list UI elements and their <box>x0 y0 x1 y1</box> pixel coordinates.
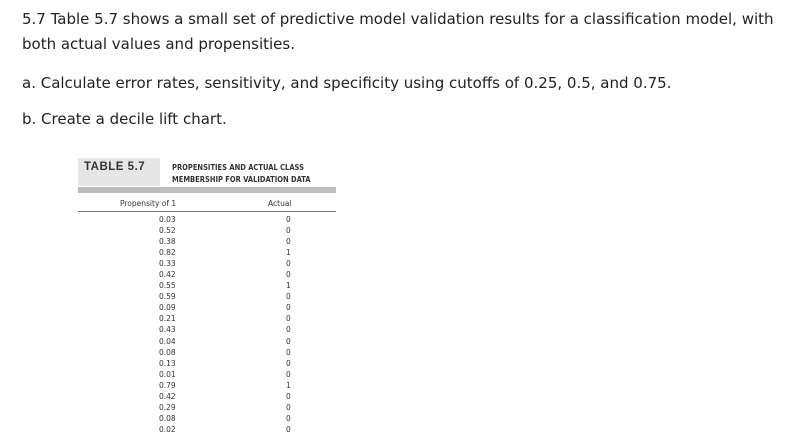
actual-cell: 0 <box>286 402 291 412</box>
table-row: 0.01 0 <box>78 369 336 380</box>
actual-cell: 1 <box>286 248 291 258</box>
actual-cell: 0 <box>286 424 291 434</box>
table-row: 0.38 0 <box>78 236 336 247</box>
header-bar <box>78 187 336 193</box>
table-row: 0.43 0 <box>78 324 336 335</box>
table-row: 0.04 0 <box>78 336 336 347</box>
actual-cell: 1 <box>286 380 291 390</box>
actual-cell: 0 <box>286 226 291 236</box>
table-row: 0.03 0 <box>78 214 336 225</box>
table-title: PROPENSITIES AND ACTUAL CLASS MEMBERSHIP… <box>172 162 311 186</box>
table-row: 0.52 0 <box>78 225 336 236</box>
actual-cell: 0 <box>286 336 291 346</box>
table-body: 0.03 0 0.52 0 0.38 0 0.82 1 0.33 0 0.42 0 0.55 1 0.59 0… <box>78 214 336 435</box>
question-intro: 5.7 Table 5.7 shows a small set of predi… <box>22 10 774 53</box>
propensity-cell: 0.42 <box>159 391 176 401</box>
propensity-cell: 0.82 <box>159 248 176 258</box>
propensity-cell: 0.55 <box>159 281 176 291</box>
table-row: 0.29 0 <box>78 402 336 413</box>
propensity-cell: 0.01 <box>159 369 176 379</box>
propensity-cell: 0.43 <box>159 325 176 335</box>
table-row: 0.33 0 <box>78 258 336 269</box>
actual-cell: 0 <box>286 358 291 368</box>
propensity-cell: 0.29 <box>159 402 176 412</box>
actual-cell: 0 <box>286 259 291 269</box>
actual-cell: 0 <box>286 270 291 280</box>
table-row: 0.21 0 <box>78 313 336 324</box>
column-header-propensity: Propensity of 1 <box>120 199 177 208</box>
table-row: 0.82 1 <box>78 247 336 258</box>
table-title-line2: MEMBERSHIP FOR VALIDATION DATA <box>172 175 311 184</box>
actual-cell: 0 <box>286 413 291 423</box>
table-row: 0.08 0 <box>78 347 336 358</box>
propensity-cell: 0.09 <box>159 303 176 313</box>
actual-cell: 0 <box>286 391 291 401</box>
header-divider <box>78 211 336 212</box>
actual-cell: 0 <box>286 292 291 302</box>
column-header-actual: Actual <box>268 199 292 208</box>
table-row: 0.55 1 <box>78 280 336 291</box>
propensity-cell: 0.13 <box>159 358 176 368</box>
table-row: 0.08 0 <box>78 413 336 424</box>
table-title-line1: PROPENSITIES AND ACTUAL CLASS <box>172 163 304 172</box>
propensity-cell: 0.04 <box>159 336 176 346</box>
actual-cell: 0 <box>286 215 291 224</box>
table-row: 0.59 0 <box>78 291 336 302</box>
propensity-cell: 0.08 <box>159 413 176 423</box>
propensity-cell: 0.02 <box>159 424 176 434</box>
propensity-cell: 0.21 <box>159 314 176 324</box>
table-label: TABLE 5.7 <box>78 158 160 186</box>
question-part-a: a. Calculate error rates, sensitivity, a… <box>22 74 672 92</box>
propensity-cell: 0.42 <box>159 270 176 280</box>
table-row: 0.42 0 <box>78 391 336 402</box>
table-row: 0.02 0 <box>78 424 336 435</box>
table-row: 0.79 1 <box>78 380 336 391</box>
propensity-cell: 0.03 <box>159 215 176 224</box>
propensity-cell: 0.79 <box>159 380 176 390</box>
propensity-cell: 0.38 <box>159 237 176 247</box>
actual-cell: 0 <box>286 237 291 247</box>
actual-cell: 0 <box>286 314 291 324</box>
actual-cell: 0 <box>286 347 291 357</box>
propensity-cell: 0.52 <box>159 226 176 236</box>
propensity-cell: 0.33 <box>159 259 176 269</box>
table-row: 0.42 0 <box>78 269 336 280</box>
actual-cell: 0 <box>286 303 291 313</box>
actual-cell: 1 <box>286 281 291 291</box>
question-part-b: b. Create a decile lift chart. <box>22 110 227 128</box>
propensity-cell: 0.59 <box>159 292 176 302</box>
actual-cell: 0 <box>286 325 291 335</box>
propensity-cell: 0.08 <box>159 347 176 357</box>
table-row: 0.13 0 <box>78 358 336 369</box>
actual-cell: 0 <box>286 369 291 379</box>
table-row: 0.09 0 <box>78 302 336 313</box>
